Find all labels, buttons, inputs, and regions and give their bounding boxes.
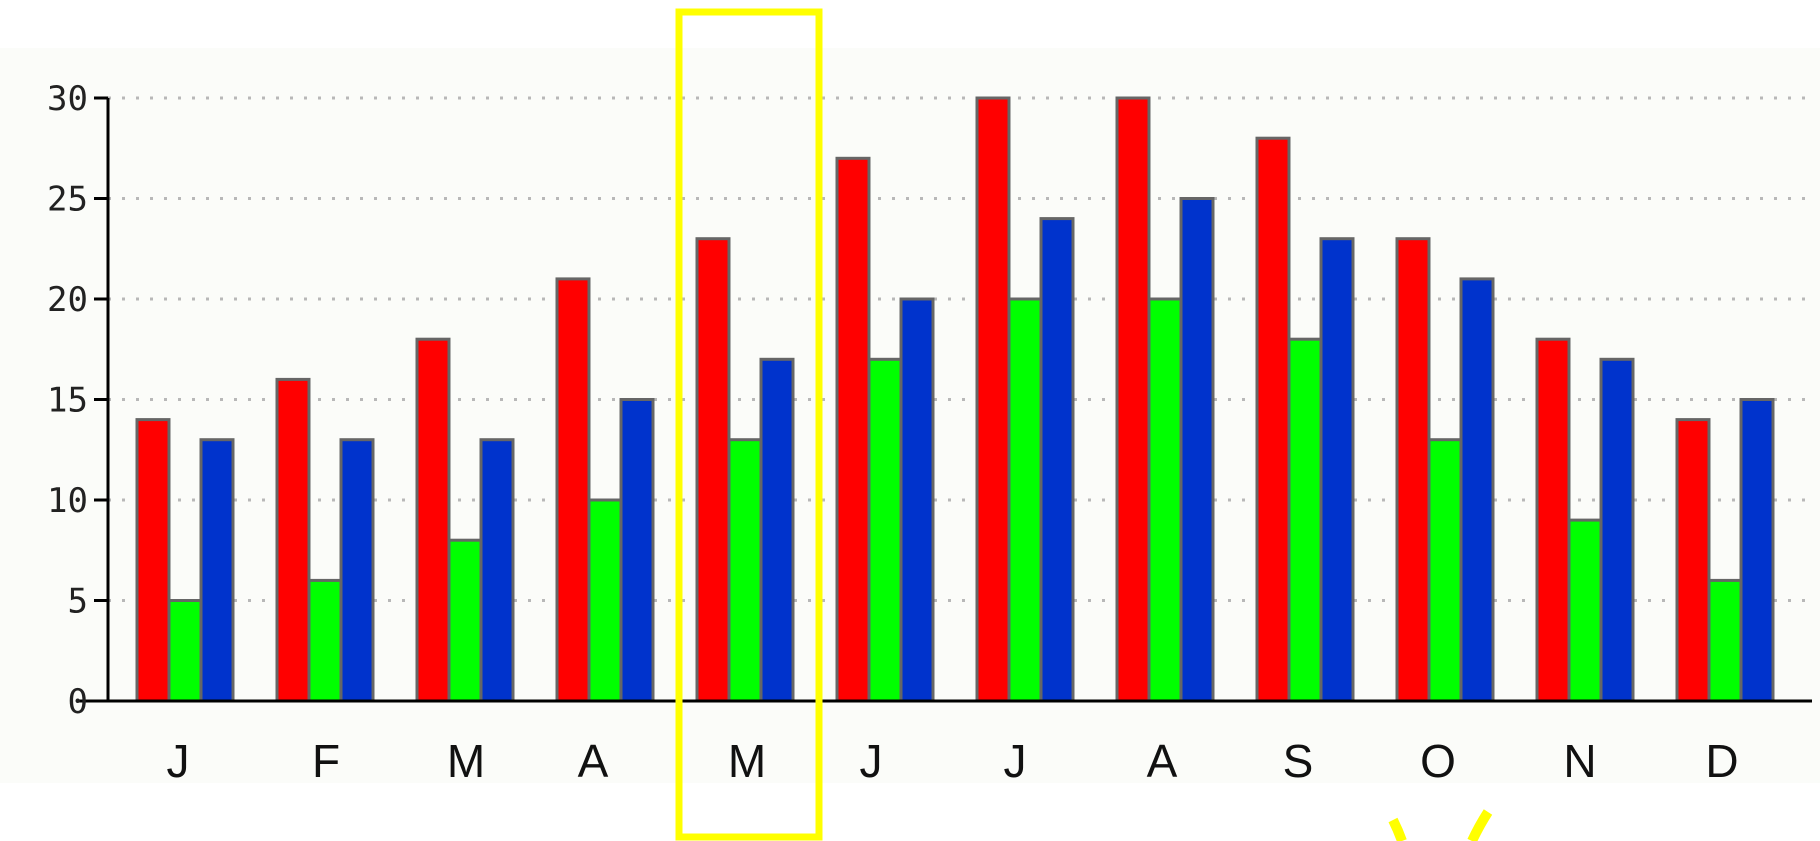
y-tick-label: 25 bbox=[47, 180, 88, 220]
bar-10-series-2 bbox=[1427, 438, 1463, 703]
bar-6-series-1 bbox=[835, 156, 871, 703]
x-tick-label: O bbox=[1420, 735, 1456, 787]
x-tick-label: A bbox=[1147, 735, 1178, 787]
y-tick-label: 20 bbox=[47, 280, 88, 320]
bar-5-series-2 bbox=[727, 438, 763, 703]
bar-7-series-3 bbox=[1039, 217, 1075, 703]
highlight-box bbox=[675, 8, 823, 841]
y-tick-label: 10 bbox=[47, 481, 88, 521]
y-tick-label: 5 bbox=[68, 582, 88, 622]
bar-7-series-1 bbox=[975, 96, 1011, 703]
bar-8-series-3 bbox=[1179, 197, 1215, 703]
bar-1-series-1 bbox=[135, 418, 171, 703]
bar-2-series-3 bbox=[339, 438, 375, 703]
bar-11-series-1 bbox=[1535, 337, 1571, 703]
bar-9-series-1 bbox=[1255, 136, 1291, 703]
y-tick-label: 15 bbox=[47, 381, 88, 421]
sun-decoration bbox=[1388, 809, 1493, 841]
x-tick-label: A bbox=[578, 735, 609, 787]
sun-ray-right bbox=[1467, 809, 1493, 841]
bar-11-series-2 bbox=[1567, 518, 1603, 703]
x-tick-label: J bbox=[1004, 735, 1027, 787]
bar-3-series-1 bbox=[415, 337, 451, 703]
y-ticks: 0 5 10 15 20 25 30 bbox=[47, 79, 108, 722]
bar-12-series-1 bbox=[1675, 418, 1711, 703]
bar-4-series-2 bbox=[587, 498, 623, 703]
bar-8-series-2 bbox=[1147, 297, 1183, 703]
bar-2-series-1 bbox=[275, 377, 311, 703]
x-tick-label: J bbox=[167, 735, 190, 787]
bar-4-series-3 bbox=[619, 398, 655, 703]
x-tick-label: M bbox=[447, 735, 485, 787]
bar-12-series-2 bbox=[1707, 578, 1743, 703]
bar-3-series-2 bbox=[447, 538, 483, 703]
bar-2-series-2 bbox=[307, 578, 343, 703]
sun-ray-left bbox=[1388, 817, 1407, 841]
bar-1-series-2 bbox=[167, 599, 203, 703]
bar-6-series-2 bbox=[867, 357, 903, 703]
x-tick-label: D bbox=[1705, 735, 1738, 787]
bar-5-series-3 bbox=[759, 357, 795, 703]
bar-4-series-1 bbox=[555, 277, 591, 703]
bar-9-series-2 bbox=[1287, 337, 1323, 703]
y-tick-label: 30 bbox=[47, 79, 88, 119]
bar-10-series-3 bbox=[1459, 277, 1495, 703]
bar-9-series-3 bbox=[1319, 237, 1355, 703]
x-tick-label: S bbox=[1283, 735, 1314, 787]
x-tick-label: F bbox=[312, 735, 340, 787]
y-tick-label: 0 bbox=[68, 682, 88, 722]
bar-1-series-3 bbox=[199, 438, 235, 703]
bar-12-series-3 bbox=[1739, 398, 1775, 703]
x-tick-label: M bbox=[728, 735, 766, 787]
bar-10-series-1 bbox=[1395, 237, 1431, 703]
bar-6-series-3 bbox=[899, 297, 935, 703]
x-tick-label: J bbox=[860, 735, 883, 787]
bar-5-series-1 bbox=[695, 237, 731, 703]
bars bbox=[135, 96, 1775, 703]
bar-8-series-1 bbox=[1115, 96, 1151, 703]
bar-7-series-2 bbox=[1007, 297, 1043, 703]
bar-11-series-3 bbox=[1599, 357, 1635, 703]
bar-3-series-3 bbox=[479, 438, 515, 703]
x-tick-label: N bbox=[1563, 735, 1596, 787]
